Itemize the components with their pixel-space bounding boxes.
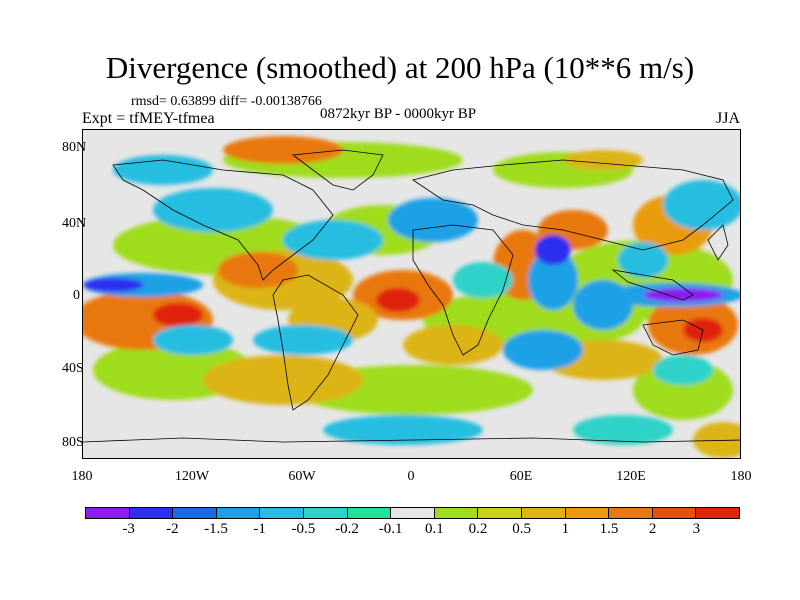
colorbar-cell — [652, 508, 697, 518]
colorbar-label: 2 — [648, 521, 657, 537]
colorbar-label: 3 — [692, 521, 701, 537]
lon-label-180w: 180 — [71, 469, 93, 484]
colorbar-cell — [521, 508, 566, 518]
colorbar-cell — [216, 508, 261, 518]
colorbar-label: -2 — [166, 521, 179, 537]
colorbar — [85, 507, 740, 519]
colorbar-cell — [478, 508, 522, 518]
lat-label-80n: 80N — [62, 140, 87, 155]
colorbar-cell — [173, 508, 217, 518]
colorbar-label: 0.2 — [468, 521, 488, 537]
divergence-field — [83, 130, 740, 458]
coastlines — [83, 149, 740, 443]
colorbar-cell — [303, 508, 348, 518]
lon-label-0: 0 — [407, 469, 415, 484]
colorbar-cell — [260, 508, 304, 518]
colorbar-label: 0.5 — [512, 521, 532, 537]
lon-label-60e: 60E — [509, 469, 533, 484]
stats-text: rmsd= 0.63899 diff= -0.00138766 — [131, 94, 322, 109]
colorbar-label: -3 — [122, 521, 135, 537]
lat-label-eq: 0 — [73, 288, 80, 303]
lon-label-120w: 120W — [174, 469, 210, 484]
lat-label-40n: 40N — [62, 216, 87, 231]
lon-label-60w: 60W — [288, 469, 316, 484]
colorbar-cell — [565, 508, 610, 518]
lat-label-40s: 40S — [62, 361, 84, 376]
lat-label-80s: 80S — [62, 435, 84, 450]
colorbar-label: 1 — [561, 521, 570, 537]
plot-title: Divergence (smoothed) at 200 hPa (10**6 … — [105, 50, 695, 85]
colorbar-cell — [609, 508, 653, 518]
anomaly-blobs — [83, 136, 740, 458]
colorbar-label: -0.2 — [335, 521, 359, 537]
season-label: JJA — [716, 110, 741, 127]
colorbar-label: 0.1 — [424, 521, 444, 537]
colorbar-cell — [696, 508, 739, 518]
experiment-label: Expt = tfMEY-tfmea — [82, 110, 215, 127]
lon-label-180e: 180 — [730, 469, 752, 484]
colorbar-cell — [347, 508, 392, 518]
colorbar-label: -0.5 — [291, 521, 316, 537]
colorbar-label: -1.5 — [204, 521, 228, 537]
colorbar-cell — [129, 508, 174, 518]
map-panel — [82, 129, 741, 459]
period-label: 0872kyr BP - 0000kyr BP — [320, 106, 477, 122]
colorbar-cell — [86, 508, 130, 518]
colorbar-cell — [391, 508, 435, 518]
colorbar-label: -1 — [253, 521, 266, 537]
colorbar-label: -0.1 — [378, 521, 403, 537]
lon-label-120e: 120E — [616, 469, 646, 484]
colorbar-label: 1.5 — [599, 521, 619, 537]
colorbar-cell — [434, 508, 479, 518]
